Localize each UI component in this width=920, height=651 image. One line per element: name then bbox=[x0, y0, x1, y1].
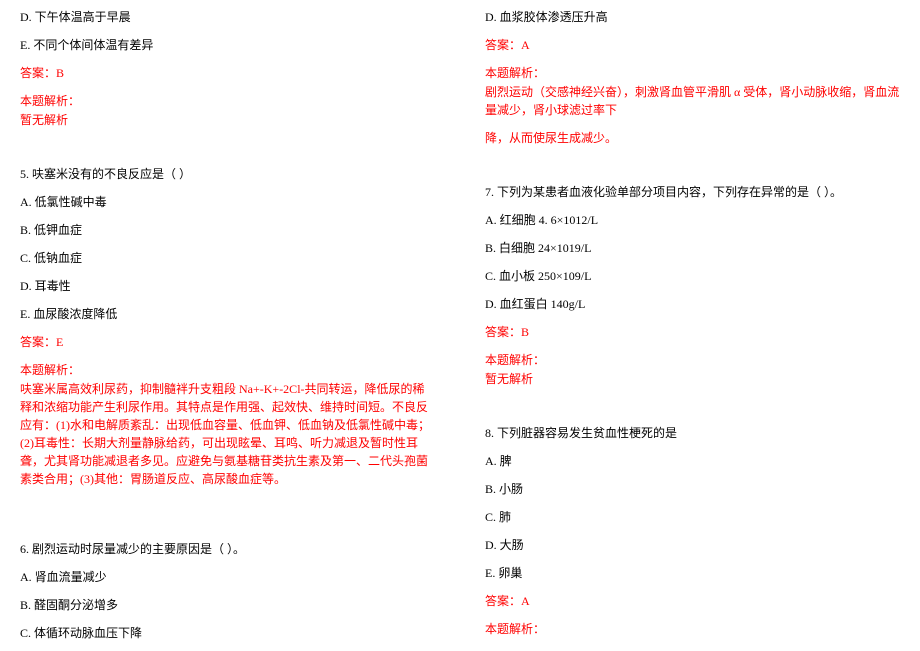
option-text: D. 大肠 bbox=[485, 536, 900, 554]
question-text: 6. 剧烈运动时尿量减少的主要原因是（ ）。 bbox=[20, 540, 435, 558]
option-text: D. 下午体温高于早晨 bbox=[20, 8, 435, 26]
spacer bbox=[20, 498, 435, 524]
answer-text: 答案：B bbox=[485, 323, 900, 341]
answer-text: 答案：E bbox=[20, 333, 435, 351]
question-text: 8. 下列脏器容易发生贫血性梗死的是 bbox=[485, 424, 900, 442]
analysis-text: 暂无解析 bbox=[485, 370, 900, 388]
analysis-label: 本题解析： bbox=[485, 620, 900, 637]
question-text: 5. 呋塞米没有的不良反应是（ ） bbox=[20, 165, 435, 183]
analysis-text: 剧烈运动（交感神经兴奋），刺激肾血管平滑肌 α 受体，肾小动脉收缩，肾血流量减少… bbox=[485, 83, 900, 119]
analysis-label: 本题解析： bbox=[20, 92, 435, 109]
option-text: A. 红细胞 4. 6×1012/L bbox=[485, 211, 900, 229]
option-text: C. 血小板 250×109/L bbox=[485, 267, 900, 285]
spacer bbox=[485, 157, 900, 183]
analysis-continuation: 降，从而使尿生成减少。 bbox=[485, 129, 900, 147]
analysis-label: 本题解析： bbox=[485, 351, 900, 368]
spacer bbox=[20, 139, 435, 165]
spacer bbox=[20, 524, 435, 540]
spacer bbox=[485, 398, 900, 424]
option-text: D. 耳毒性 bbox=[20, 277, 435, 295]
option-text: B. 小肠 bbox=[485, 480, 900, 498]
option-text: A. 低氯性碱中毒 bbox=[20, 193, 435, 211]
answer-text: 答案：B bbox=[20, 64, 435, 82]
answer-text: 答案：A bbox=[485, 592, 900, 610]
option-text: C. 体循环动脉血压下降 bbox=[20, 624, 435, 642]
analysis-text: 暂无解析 bbox=[20, 111, 435, 129]
option-text: B. 白细胞 24×1019/L bbox=[485, 239, 900, 257]
question-text: 7. 下列为某患者血液化验单部分项目内容，下列存在异常的是（ ）。 bbox=[485, 183, 900, 201]
option-text: B. 醛固酮分泌增多 bbox=[20, 596, 435, 614]
option-text: A. 肾血流量减少 bbox=[20, 568, 435, 586]
option-text: D. 血红蛋白 140g/L bbox=[485, 295, 900, 313]
answer-text: 答案：A bbox=[485, 36, 900, 54]
option-text: E. 血尿酸浓度降低 bbox=[20, 305, 435, 323]
analysis-label: 本题解析： bbox=[485, 64, 900, 81]
option-text: B. 低钾血症 bbox=[20, 221, 435, 239]
option-text: C. 肺 bbox=[485, 508, 900, 526]
analysis-text: 呋塞米属高效利尿药，抑制髓袢升支粗段 Na+-K+-2Cl-共同转运，降低尿的稀… bbox=[20, 380, 435, 488]
option-text: D. 血浆胶体渗透压升高 bbox=[485, 8, 900, 26]
option-text: E. 卵巢 bbox=[485, 564, 900, 582]
analysis-label: 本题解析： bbox=[20, 361, 435, 378]
option-text: E. 不同个体间体温有差异 bbox=[20, 36, 435, 54]
option-text: A. 脾 bbox=[485, 452, 900, 470]
option-text: C. 低钠血症 bbox=[20, 249, 435, 267]
